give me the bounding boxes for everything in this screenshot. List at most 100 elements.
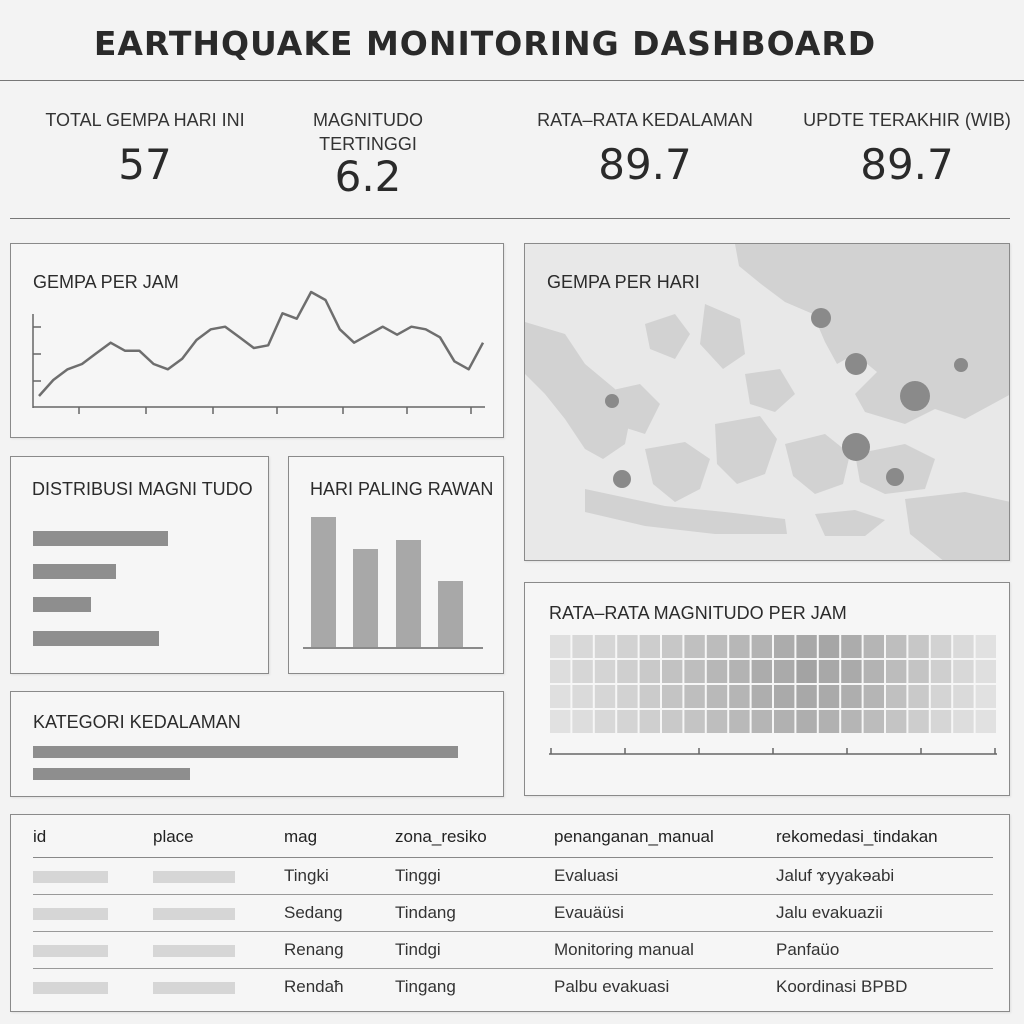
cell-mag: Sedang — [284, 894, 395, 932]
epicenter-marker[interactable] — [842, 433, 870, 461]
magnitude-distribution-panel: DISTRIBUSI MAGNI TUDO — [10, 456, 269, 674]
heatmap-cell — [617, 685, 638, 708]
kpi-value: 57 — [118, 140, 172, 189]
heatmap-cell — [975, 660, 996, 683]
heatmap-cell — [550, 710, 571, 733]
page-title: EARTHQUAKE MONITORING DASHBOARD — [93, 24, 877, 63]
heatmap-cell — [729, 710, 750, 733]
heatmap-cell — [684, 660, 705, 683]
heatmap-cell — [594, 635, 616, 658]
heatmap-cell — [684, 635, 705, 658]
heatmap-cell — [908, 685, 929, 708]
heatmap-cell — [863, 685, 884, 708]
heatmap-cell — [841, 635, 862, 658]
heatmap-cell — [841, 660, 862, 683]
place-placeholder — [153, 981, 235, 994]
heatmap-cell — [930, 685, 952, 708]
heatmap-cell — [886, 685, 907, 708]
panel-title: KATEGORI KEDALAMAN — [33, 712, 241, 732]
heatmap-cell — [572, 660, 593, 683]
column-header[interactable]: penanganan_manual — [554, 817, 776, 858]
column-header[interactable]: id — [33, 817, 153, 858]
epicenter-marker[interactable] — [886, 468, 904, 486]
heatmap-cell — [863, 660, 884, 683]
depth-bar — [33, 768, 190, 780]
id-placeholder — [33, 944, 108, 957]
table-header-row: id place mag zona_resiko penanganan_manu… — [33, 817, 993, 858]
heatmap-cell — [662, 635, 683, 658]
epicenter-marker[interactable] — [954, 358, 968, 372]
hourly-line-chart — [32, 290, 485, 414]
heatmap-cell — [975, 710, 996, 733]
heatmap-cell — [908, 660, 929, 683]
day-bar — [396, 540, 421, 647]
table-row[interactable]: Tingki Tinggi Evaluasi Jaluf ɤyyakəabi — [33, 857, 993, 895]
heatmap-cell — [818, 660, 840, 683]
epicenter-marker[interactable] — [900, 381, 930, 411]
depth-category-panel: KATEGORI KEDALAMAN — [10, 691, 504, 797]
heatmap-cell — [796, 635, 817, 658]
heatmap-cell — [594, 685, 616, 708]
heatmap-cell — [841, 710, 862, 733]
kpi-last-update: UPDTE TERAKHIR (WIB) 89.7 — [792, 108, 1022, 189]
heatmap-cell — [975, 685, 996, 708]
cell-zona-resiko: Tindgi — [395, 931, 554, 969]
heatmap-cell — [550, 660, 571, 683]
heatmap-cell — [662, 685, 683, 708]
place-placeholder — [153, 870, 235, 883]
earthquake-table-panel: id place mag zona_resiko penanganan_manu… — [10, 814, 1010, 1012]
epicenter-marker[interactable] — [845, 353, 867, 375]
place-placeholder — [153, 907, 235, 920]
heatmap-cell — [818, 710, 840, 733]
heatmap-cell — [550, 635, 571, 658]
heatmap-cell — [639, 685, 660, 708]
heatmap-cell — [751, 685, 772, 708]
cell-penanganan-manual: Palbu evakuasi — [554, 977, 670, 996]
header-divider — [0, 80, 1024, 81]
kpi-value: 89.7 — [860, 140, 954, 189]
map-epicenters — [605, 308, 968, 488]
column-header[interactable]: mag — [284, 817, 395, 858]
heatmap-cell — [617, 660, 638, 683]
cell-penanganan-manual: Evauäüsi — [554, 894, 776, 932]
heatmap-cell — [908, 635, 929, 658]
kpi-total-today: TOTAL GEMPA HARI INI 57 — [30, 108, 260, 189]
heatmap-cell — [774, 685, 795, 708]
kpi-label: RATA–RATA KEDALAMAN — [537, 110, 753, 130]
panel-title: DISTRIBUSI MAGNI TUDO — [32, 479, 253, 499]
hourly-chart-panel: GEMPA PER JAM — [10, 243, 504, 438]
kpi-max-magnitude: MAGNITUDO TERTINGGI 6.2 — [300, 108, 436, 201]
heatmap-cell — [706, 660, 728, 683]
earthquake-table: id place mag zona_resiko penanganan_manu… — [33, 817, 993, 1005]
table-row[interactable]: Rendaħ Tingang Palbu evakuasi Koordinasi… — [33, 969, 993, 1006]
heatmap-cell — [594, 660, 616, 683]
heatmap-cell — [572, 635, 593, 658]
heatmap-cell — [706, 635, 728, 658]
column-header[interactable]: zona_resiko — [395, 817, 554, 858]
heatmap-cell — [930, 635, 952, 658]
id-placeholder — [33, 981, 108, 994]
column-header[interactable]: rekomedasi_tindakan — [776, 817, 993, 858]
panel-title: HARI PALING RAWAN — [310, 479, 494, 499]
table-row[interactable]: Renang Tindgi Monitoring manual Panfaüo — [33, 931, 993, 969]
epicenter-marker[interactable] — [613, 470, 631, 488]
cell-mag: Renang — [284, 931, 395, 969]
series-line — [38, 290, 485, 397]
heatmap-cell — [706, 685, 728, 708]
table-row[interactable]: Sedang Tindang Evauäüsi Jalu evakuazii — [33, 894, 993, 932]
heatmap-cell — [930, 710, 952, 733]
heatmap-cell — [863, 635, 884, 658]
place-placeholder — [153, 944, 235, 957]
column-header[interactable]: place — [153, 817, 284, 858]
day-bar — [353, 549, 378, 647]
kpi-label: TOTAL GEMPA HARI INI — [45, 110, 245, 130]
heatmap-cell — [774, 635, 795, 658]
epicenter-marker[interactable] — [811, 308, 831, 328]
epicenter-marker[interactable] — [605, 394, 619, 408]
heatmap-cell — [729, 685, 750, 708]
magnitude-bar — [33, 531, 168, 546]
heatmap-cell — [886, 710, 907, 733]
cell-zona-resiko: Tindang — [395, 894, 554, 932]
heatmap-cell — [886, 635, 907, 658]
cell-rekomendasi-tindakan: Jalu evakuazii — [776, 894, 993, 932]
